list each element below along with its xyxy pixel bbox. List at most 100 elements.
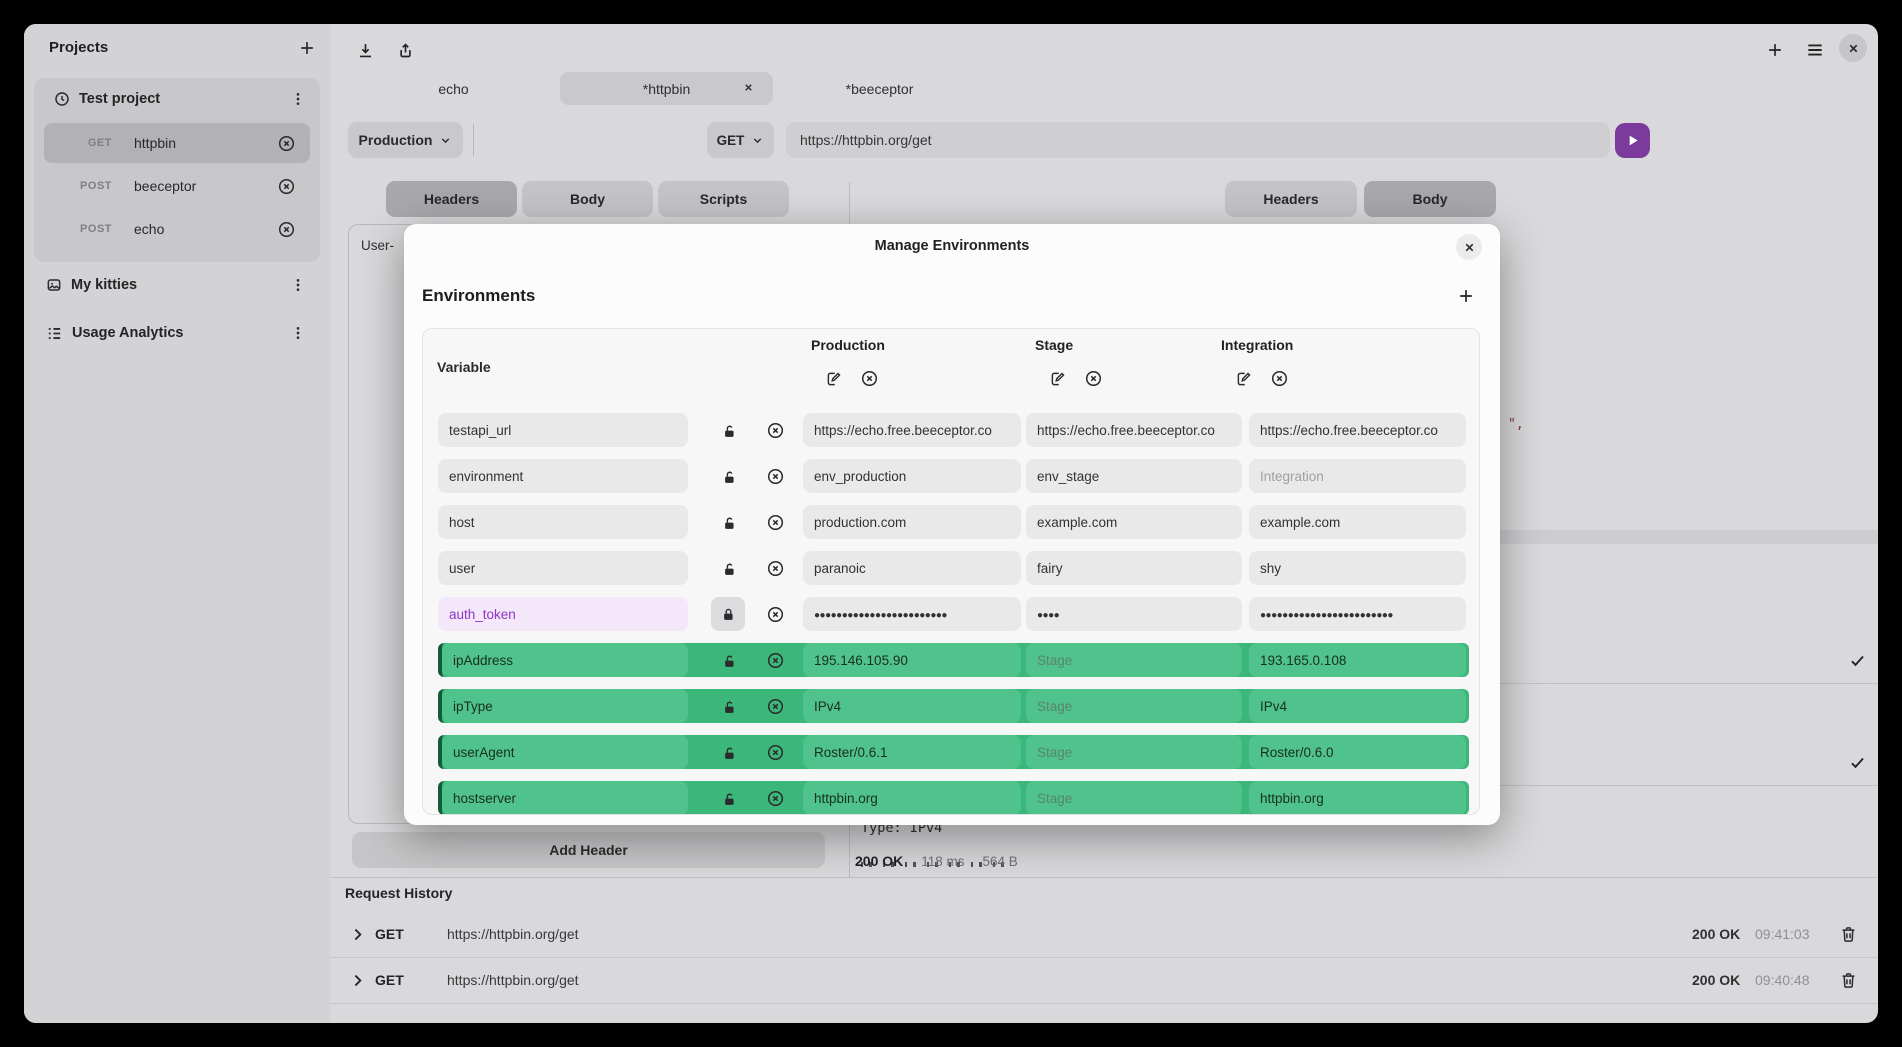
sidebar-request-echo[interactable]: POST echo	[44, 209, 310, 249]
variable-value-input[interactable]: IPv4	[1249, 689, 1466, 723]
add-project-button[interactable]	[295, 36, 319, 60]
variable-value-input[interactable]: ●●●●●●●●●●●●●●●●●●●●●●●●	[803, 597, 1021, 631]
add-environment-button[interactable]	[1454, 284, 1478, 308]
tab-echo[interactable]: echo	[347, 72, 560, 105]
x-circle-icon[interactable]	[277, 220, 296, 239]
request-tab-scripts[interactable]: Scripts	[658, 181, 789, 217]
variable-value-input[interactable]: ●●●●	[1026, 597, 1242, 631]
kebab-icon[interactable]	[290, 277, 306, 293]
history-row[interactable]: GET https://httpbin.org/get 200 OK 09:41:03	[330, 912, 1878, 958]
variable-name-input[interactable]: environment	[438, 459, 688, 493]
delete-variable-icon[interactable]	[765, 696, 785, 716]
delete-variable-icon[interactable]	[765, 650, 785, 670]
delete-variable-icon[interactable]	[765, 604, 785, 624]
delete-variable-icon[interactable]	[765, 420, 785, 440]
lock-open-icon[interactable]	[719, 651, 739, 671]
import-download-button[interactable]	[352, 37, 378, 63]
variable-value-input[interactable]: Roster/0.6.0	[1249, 735, 1466, 769]
lock-open-icon[interactable]	[719, 559, 739, 579]
variable-value-input[interactable]: paranoic	[803, 551, 1021, 585]
variable-name-input[interactable]: auth_token	[438, 597, 688, 631]
export-upload-button[interactable]	[392, 37, 418, 63]
variable-value-input[interactable]: httpbin.org	[1249, 781, 1466, 814]
x-circle-icon[interactable]	[277, 134, 296, 153]
project-group-header[interactable]: Test project	[34, 78, 320, 120]
variable-name-input[interactable]: userAgent	[442, 735, 688, 769]
expand-chevron-right-icon[interactable]	[349, 926, 366, 943]
tab-close-icon[interactable]	[743, 80, 759, 96]
variable-name-input[interactable]: hostserver	[442, 781, 688, 814]
response-tab-body[interactable]: Body	[1364, 181, 1496, 217]
variable-value-input[interactable]: Stage	[1026, 735, 1242, 769]
request-tab-headers[interactable]: Headers	[386, 181, 517, 217]
method-selector[interactable]: GET	[707, 122, 774, 158]
x-circle-icon[interactable]	[1270, 369, 1289, 388]
variable-value-input[interactable]: Stage	[1026, 689, 1242, 723]
sidebar-item-my-kitties[interactable]: My kitties	[24, 268, 330, 302]
url-input[interactable]	[786, 122, 1610, 158]
history-row[interactable]: GET https://httpbin.org/get 200 OK 09:40:48	[330, 958, 1878, 1004]
delete-variable-icon[interactable]	[765, 788, 785, 808]
delete-variable-icon[interactable]	[765, 558, 785, 578]
variable-value-input[interactable]: 195.146.105.90	[803, 643, 1021, 677]
x-circle-icon[interactable]	[277, 177, 296, 196]
tab-beeceptor[interactable]: *beeceptor	[773, 72, 986, 105]
variable-value-input[interactable]: production.com	[803, 505, 1021, 539]
variable-name-input[interactable]: host	[438, 505, 688, 539]
lock-open-icon[interactable]	[719, 467, 739, 487]
variable-value-input[interactable]: ●●●●●●●●●●●●●●●●●●●●●●●●	[1249, 597, 1466, 631]
x-circle-icon[interactable]	[860, 369, 879, 388]
environment-selector[interactable]: Production	[348, 122, 463, 158]
trash-icon[interactable]	[1838, 970, 1858, 990]
lock-open-icon[interactable]	[719, 697, 739, 717]
edit-icon[interactable]	[1235, 369, 1253, 388]
variable-value-input[interactable]: shy	[1249, 551, 1466, 585]
delete-variable-icon[interactable]	[765, 512, 785, 532]
delete-variable-icon[interactable]	[765, 742, 785, 762]
menu-button[interactable]	[1802, 37, 1828, 63]
edit-icon[interactable]	[825, 369, 843, 388]
edit-icon[interactable]	[1049, 369, 1067, 388]
window-close-button[interactable]	[1839, 34, 1867, 62]
variable-value-input[interactable]: 193.165.0.108	[1249, 643, 1466, 677]
variable-value-input[interactable]: Integration	[1249, 459, 1466, 493]
variable-value-input[interactable]: env_stage	[1026, 459, 1242, 493]
variable-value-input[interactable]: httpbin.org	[803, 781, 1021, 814]
variable-value-input[interactable]: Stage	[1026, 643, 1242, 677]
lock-open-icon[interactable]	[719, 743, 739, 763]
lock-closed-icon[interactable]	[711, 597, 745, 631]
lock-open-icon[interactable]	[719, 421, 739, 441]
variable-value-input[interactable]: https://echo.free.beeceptor.co	[1026, 413, 1242, 447]
sidebar-item-usage-analytics[interactable]: Usage Analytics	[24, 316, 330, 350]
variable-value-input[interactable]: fairy	[1026, 551, 1242, 585]
variable-name-input[interactable]: testapi_url	[438, 413, 688, 447]
add-header-button[interactable]: Add Header	[352, 832, 825, 868]
expand-chevron-right-icon[interactable]	[349, 972, 366, 989]
variable-value-input[interactable]: https://echo.free.beeceptor.co	[1249, 413, 1466, 447]
lock-open-icon[interactable]	[719, 513, 739, 533]
new-tab-button[interactable]	[1762, 37, 1788, 63]
x-circle-icon[interactable]	[1084, 369, 1103, 388]
variable-value-input[interactable]: example.com	[1249, 505, 1466, 539]
request-tab-body[interactable]: Body	[522, 181, 653, 217]
lock-open-icon[interactable]	[719, 789, 739, 809]
variable-value-input[interactable]: example.com	[1026, 505, 1242, 539]
kebab-icon[interactable]	[290, 91, 306, 107]
sidebar-request-httpbin[interactable]: GET httpbin	[44, 123, 310, 163]
trash-icon[interactable]	[1838, 924, 1858, 944]
variable-value-input[interactable]: env_production	[803, 459, 1021, 493]
send-request-button[interactable]	[1615, 123, 1650, 158]
delete-variable-icon[interactable]	[765, 466, 785, 486]
sidebar-request-beeceptor[interactable]: POST beeceptor	[44, 166, 310, 206]
variable-value-input[interactable]: Stage	[1026, 781, 1242, 814]
response-tab-headers[interactable]: Headers	[1225, 181, 1357, 217]
variable-name-input[interactable]: ipType	[442, 689, 688, 723]
variable-name-input[interactable]: ipAddress	[442, 643, 688, 677]
variable-value-input[interactable]: IPv4	[803, 689, 1021, 723]
kebab-icon[interactable]	[290, 325, 306, 341]
tab-httpbin[interactable]: *httpbin	[560, 72, 773, 105]
variable-value-input[interactable]: https://echo.free.beeceptor.co	[803, 413, 1021, 447]
variable-name-input[interactable]: user	[438, 551, 688, 585]
dialog-close-button[interactable]	[1456, 234, 1482, 260]
variable-value-input[interactable]: Roster/0.6.1	[803, 735, 1021, 769]
